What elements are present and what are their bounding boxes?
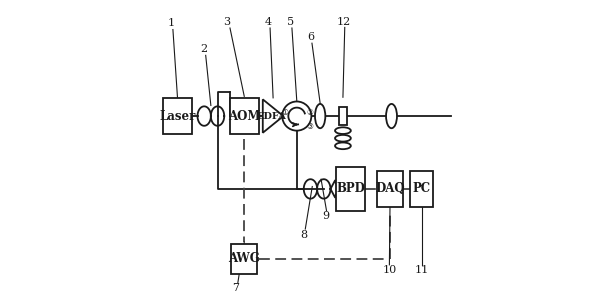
FancyBboxPatch shape	[410, 171, 433, 207]
Text: BPD: BPD	[336, 182, 365, 196]
Text: AOM: AOM	[228, 109, 261, 123]
Ellipse shape	[335, 142, 351, 149]
Text: Laser: Laser	[159, 109, 196, 123]
Text: 2: 2	[200, 44, 207, 54]
Ellipse shape	[335, 135, 351, 142]
Text: 1: 1	[168, 19, 175, 28]
FancyBboxPatch shape	[377, 171, 403, 207]
Text: AWG: AWG	[229, 252, 260, 265]
Text: 10: 10	[383, 265, 397, 275]
Text: DAQ: DAQ	[375, 182, 405, 196]
Circle shape	[282, 102, 311, 131]
FancyBboxPatch shape	[163, 98, 192, 134]
Text: 9: 9	[322, 211, 329, 221]
FancyBboxPatch shape	[231, 244, 257, 274]
Text: ②: ②	[306, 108, 313, 117]
Text: EDFA: EDFA	[257, 112, 287, 120]
Text: 6: 6	[307, 32, 314, 42]
Text: PC: PC	[413, 182, 431, 196]
Text: 3: 3	[223, 17, 230, 27]
Text: 5: 5	[287, 17, 294, 27]
Ellipse shape	[315, 104, 326, 128]
Text: 11: 11	[415, 265, 429, 275]
Text: 7: 7	[232, 283, 240, 292]
Text: ①: ①	[281, 108, 288, 117]
Polygon shape	[263, 99, 283, 133]
FancyBboxPatch shape	[339, 107, 347, 125]
Text: ③: ③	[306, 122, 313, 131]
Ellipse shape	[386, 104, 397, 128]
FancyBboxPatch shape	[230, 98, 259, 134]
Ellipse shape	[335, 127, 351, 134]
FancyBboxPatch shape	[336, 167, 365, 211]
Text: 8: 8	[300, 230, 307, 240]
Text: 12: 12	[337, 17, 351, 27]
Text: 4: 4	[265, 17, 272, 27]
